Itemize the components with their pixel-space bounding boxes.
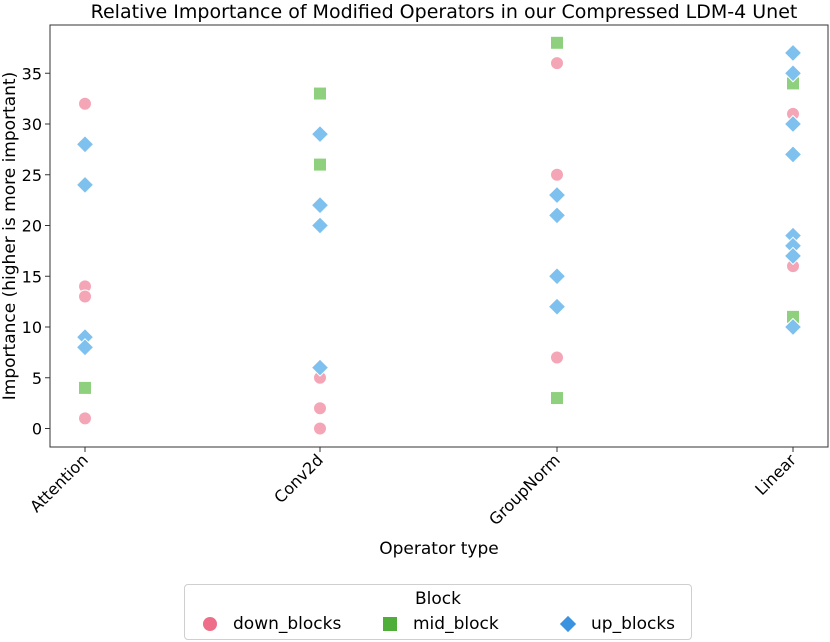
mid-block-point bbox=[550, 35, 564, 50]
y-tick-label: 35 bbox=[22, 64, 42, 83]
legend-diamond-marker bbox=[559, 615, 577, 633]
down-blocks-point bbox=[78, 411, 92, 426]
up-blocks-point bbox=[783, 43, 803, 63]
mid-block-point bbox=[313, 157, 327, 172]
down-blocks-point bbox=[313, 421, 327, 436]
legend-label: mid_block bbox=[413, 614, 499, 634]
down-blocks-point bbox=[78, 289, 92, 304]
up-blocks-point bbox=[75, 175, 95, 195]
up-blocks-point bbox=[547, 185, 567, 205]
up-blocks-point bbox=[310, 124, 330, 144]
y-tick-label: 25 bbox=[22, 166, 42, 185]
y-tick-label: 15 bbox=[22, 267, 42, 286]
up-blocks-point bbox=[310, 358, 330, 377]
legend-item-up-blocks: up_blocks bbox=[559, 614, 676, 634]
up-blocks-point bbox=[783, 114, 803, 134]
y-axis-label: Importance (higher is more important) bbox=[0, 72, 20, 400]
down-blocks-point bbox=[550, 167, 564, 182]
up-blocks-point bbox=[547, 297, 567, 316]
y-axis: 0 5 10 15 20 25 30 35 bbox=[22, 64, 50, 439]
up-blocks-point bbox=[310, 216, 330, 235]
y-tick-label: 30 bbox=[22, 115, 42, 134]
x-tick-label: GroupNorm bbox=[485, 450, 564, 529]
down-blocks-point bbox=[313, 401, 327, 416]
mid-block-point bbox=[78, 380, 92, 395]
data-points bbox=[75, 35, 803, 436]
up-blocks-point bbox=[75, 135, 95, 154]
mid-block-point bbox=[313, 86, 327, 101]
y-tick-label: 10 bbox=[22, 318, 42, 337]
mid-block-point bbox=[550, 391, 564, 406]
legend-circle-marker bbox=[203, 617, 217, 631]
legend-title: Block bbox=[415, 589, 461, 609]
chart-title: Relative Importance of Modified Operator… bbox=[91, 1, 798, 23]
y-tick-label: 0 bbox=[32, 420, 42, 439]
x-tick-label: Linear bbox=[751, 450, 800, 499]
x-axis-label: Operator type bbox=[379, 539, 498, 559]
up-blocks-point bbox=[783, 145, 803, 164]
legend-item-down-blocks: down_blocks bbox=[203, 614, 341, 634]
legend-label: up_blocks bbox=[591, 614, 676, 634]
legend: Block down_blocks mid_block up_blocks bbox=[184, 584, 692, 640]
up-blocks-point bbox=[783, 64, 803, 83]
x-tick-label: Attention bbox=[26, 450, 92, 516]
down-blocks-point bbox=[78, 96, 92, 111]
plot-area bbox=[49, 24, 829, 448]
x-axis: Attention Conv2d GroupNorm Linear bbox=[26, 447, 800, 529]
y-tick-label: 5 bbox=[32, 369, 42, 388]
up-blocks-point bbox=[547, 206, 567, 225]
up-blocks-point bbox=[75, 338, 95, 357]
up-blocks-point bbox=[547, 267, 567, 286]
down-blocks-point bbox=[550, 350, 564, 365]
up-blocks-point bbox=[783, 317, 803, 337]
up-blocks-point bbox=[310, 195, 330, 215]
legend-item-mid-block: mid_block bbox=[383, 614, 499, 634]
y-tick-label: 20 bbox=[22, 217, 42, 236]
down-blocks-point bbox=[550, 56, 564, 71]
legend-label: down_blocks bbox=[233, 614, 342, 634]
up-blocks-point bbox=[783, 246, 803, 266]
legend-square-marker bbox=[383, 617, 397, 631]
x-tick-label: Conv2d bbox=[270, 450, 327, 507]
